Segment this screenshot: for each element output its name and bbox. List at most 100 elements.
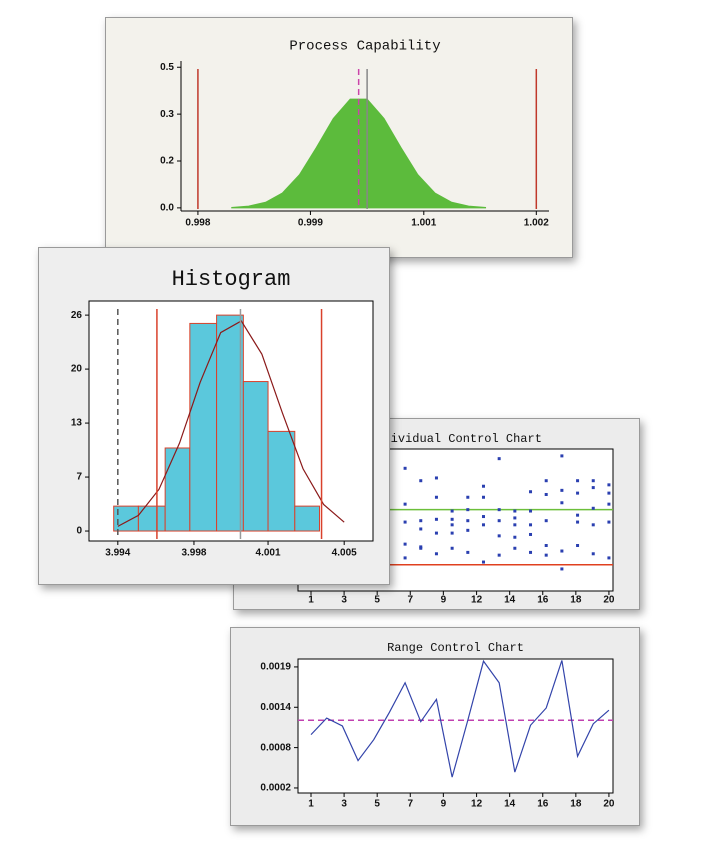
chart-title: Individual Control Chart xyxy=(369,432,542,446)
point xyxy=(591,552,595,556)
point xyxy=(497,508,501,512)
chart-title: Histogram xyxy=(172,267,291,292)
point xyxy=(607,491,611,495)
range-line xyxy=(310,659,610,778)
chart: Range Control Chart 1 3 5 7 9 12 14 16 18 20 0.0002… xyxy=(260,641,615,810)
point xyxy=(560,454,564,458)
point xyxy=(513,509,517,513)
bar xyxy=(267,430,296,532)
point xyxy=(450,523,454,527)
x-tick-label: 1 xyxy=(308,595,314,606)
x-tick-label: 12 xyxy=(471,595,483,606)
point xyxy=(434,476,438,480)
x-tick-label: 3 xyxy=(341,799,347,810)
x-tick-label: 1.002 xyxy=(524,218,549,229)
point xyxy=(513,516,517,520)
point xyxy=(419,479,423,483)
point xyxy=(576,513,580,517)
point xyxy=(481,560,485,564)
y-tick-label: 0.0 xyxy=(160,203,174,214)
point xyxy=(576,520,580,524)
point xyxy=(434,517,438,521)
chart-panel: Histogram 3.994 3.998 4.001 4.005 0 7 13 20 26 xyxy=(38,247,390,585)
x-tick-label: 16 xyxy=(537,595,549,606)
x-tick-label: 0.999 xyxy=(298,218,323,229)
x-tick-label: 5 xyxy=(374,799,380,810)
bar xyxy=(164,447,191,532)
point xyxy=(544,553,548,557)
point xyxy=(419,519,423,523)
point xyxy=(607,556,611,560)
y-tick-label: 0.0014 xyxy=(260,702,291,713)
point xyxy=(403,542,407,546)
x-tick-label: 16 xyxy=(537,799,549,810)
x-tick-label: 20 xyxy=(603,799,615,810)
point xyxy=(497,519,501,523)
point xyxy=(529,532,533,536)
point xyxy=(560,501,564,505)
point xyxy=(466,550,470,554)
bar xyxy=(294,505,320,532)
x-tick-label: 7 xyxy=(407,799,413,810)
x-tick-label: 4.001 xyxy=(256,548,281,559)
point xyxy=(481,495,485,499)
point xyxy=(607,520,611,524)
x-tick-label: 18 xyxy=(570,595,582,606)
x-tick-label: 9 xyxy=(441,799,447,810)
point xyxy=(607,502,611,506)
y-tick-label: 26 xyxy=(71,310,83,321)
chart: Process Capability 0.998 0.999 1.001 1.002 0.… xyxy=(160,39,549,229)
point xyxy=(434,531,438,535)
x-tick-label: 4.005 xyxy=(332,548,357,559)
point xyxy=(529,509,533,513)
x-tick-label: 0.998 xyxy=(185,218,210,229)
y-tick-label: 0.5 xyxy=(160,62,174,73)
y-tick-label: 0 xyxy=(76,526,82,537)
y-tick-label: 7 xyxy=(76,472,82,483)
point xyxy=(419,546,423,550)
y-tick-label: 20 xyxy=(71,364,83,375)
bar xyxy=(216,314,244,532)
chart-panel: Range Control Chart 1 3 5 7 9 12 14 16 18 20 0.0002… xyxy=(230,627,640,826)
y-tick-label: 0.2 xyxy=(160,156,174,167)
chart-title: Process Capability xyxy=(289,39,440,55)
point xyxy=(403,502,407,506)
point xyxy=(544,519,548,523)
point xyxy=(544,544,548,548)
point xyxy=(403,556,407,560)
point xyxy=(466,495,470,499)
x-tick-label: 1.001 xyxy=(411,218,436,229)
point xyxy=(576,491,580,495)
point xyxy=(576,544,580,548)
point xyxy=(591,486,595,490)
plot-area xyxy=(297,658,614,794)
point xyxy=(529,490,533,494)
point xyxy=(466,528,470,532)
bar xyxy=(189,322,218,532)
point xyxy=(560,567,564,571)
point xyxy=(466,508,470,512)
normal-curve xyxy=(117,320,345,527)
point xyxy=(529,523,533,527)
chart-panel: Process Capability 0.998 0.999 1.001 1.002 0.… xyxy=(105,17,573,258)
point xyxy=(497,457,501,461)
point xyxy=(513,535,517,539)
x-tick-label: 3 xyxy=(341,595,347,606)
y-tick-label: 0.3 xyxy=(160,109,174,120)
point xyxy=(497,534,501,538)
point xyxy=(560,549,564,553)
x-tick-label: 1 xyxy=(308,799,314,810)
point xyxy=(419,527,423,531)
point xyxy=(591,479,595,483)
point xyxy=(513,546,517,550)
x-tick-label: 5 xyxy=(374,595,380,606)
point xyxy=(576,479,580,483)
point xyxy=(450,517,454,521)
x-tick-label: 9 xyxy=(441,595,447,606)
point xyxy=(403,520,407,524)
x-tick-label: 20 xyxy=(603,595,615,606)
point xyxy=(434,552,438,556)
point xyxy=(544,479,548,483)
chart-title: Range Control Chart xyxy=(387,641,524,655)
